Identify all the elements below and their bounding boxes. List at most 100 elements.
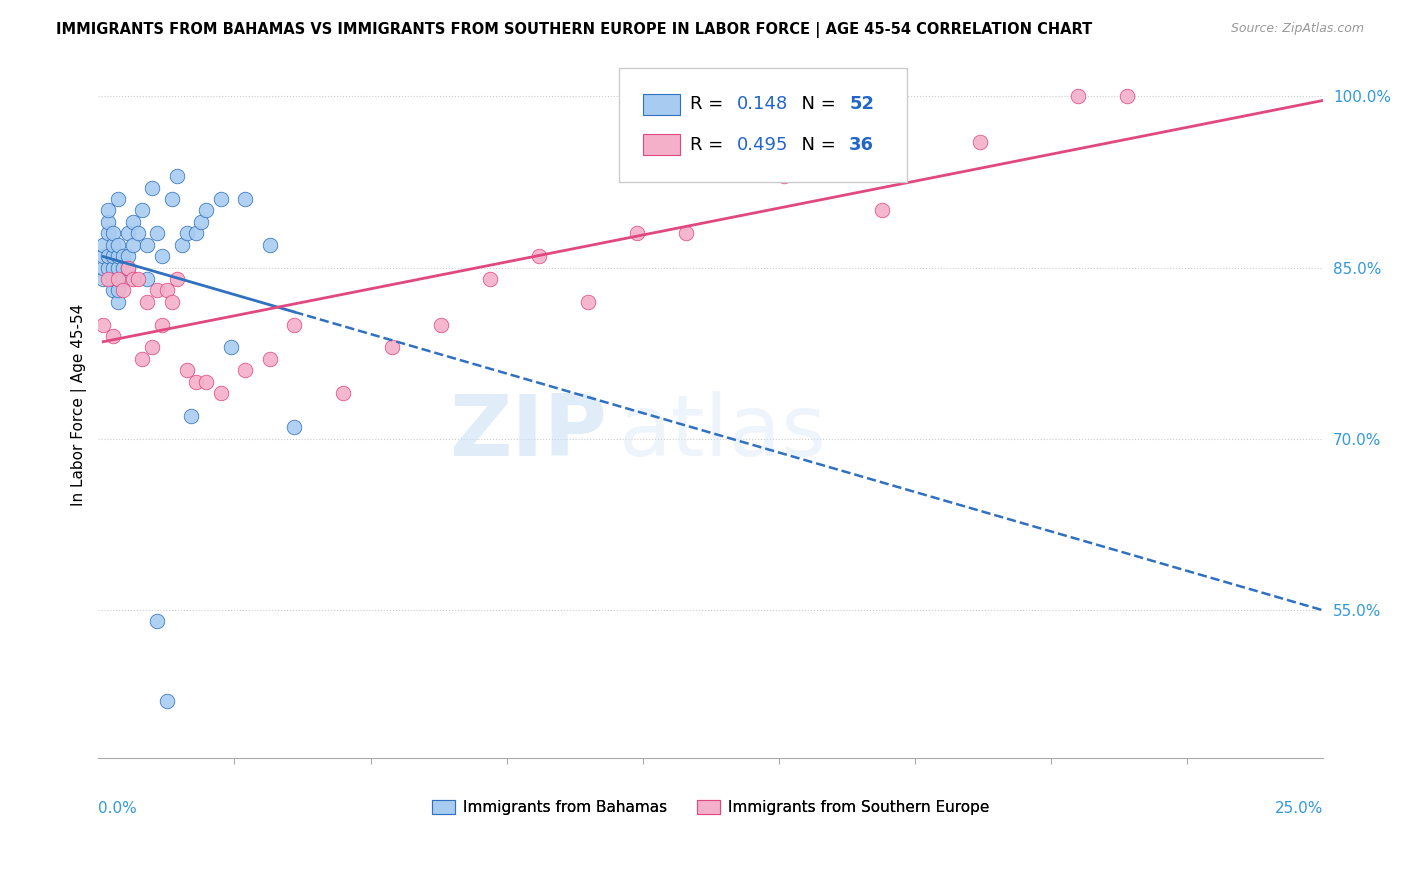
Point <box>121 215 143 229</box>
Point <box>111 272 134 286</box>
Point <box>773 169 796 184</box>
Text: 52: 52 <box>849 95 875 113</box>
Point <box>141 180 163 194</box>
Point <box>101 272 124 286</box>
Point <box>117 249 139 263</box>
Text: 36: 36 <box>849 136 875 153</box>
Text: 25.0%: 25.0% <box>1275 801 1323 816</box>
Point <box>146 615 169 629</box>
Point <box>136 237 159 252</box>
Point <box>141 341 163 355</box>
Point <box>233 363 256 377</box>
Text: 0.0%: 0.0% <box>98 801 138 816</box>
Point <box>101 260 124 275</box>
Point <box>156 284 179 298</box>
Point <box>150 318 173 332</box>
Point <box>97 215 120 229</box>
Point <box>107 284 129 298</box>
Point <box>176 363 198 377</box>
Point <box>576 294 599 309</box>
Point <box>91 260 114 275</box>
Point <box>1067 89 1090 103</box>
Point <box>91 237 114 252</box>
Point <box>127 272 149 286</box>
Text: R =: R = <box>690 95 728 113</box>
Point <box>121 272 143 286</box>
Point <box>529 249 551 263</box>
Point <box>91 249 114 263</box>
Point <box>626 227 648 241</box>
Point <box>101 227 124 241</box>
Point <box>117 227 139 241</box>
Point <box>675 227 697 241</box>
Y-axis label: In Labor Force | Age 45-54: In Labor Force | Age 45-54 <box>72 303 87 506</box>
Text: atlas: atlas <box>619 392 827 475</box>
Text: 0.148: 0.148 <box>737 95 787 113</box>
Point <box>111 249 134 263</box>
Point <box>111 284 134 298</box>
Point <box>190 215 212 229</box>
Point <box>107 260 129 275</box>
Point <box>430 318 453 332</box>
Point <box>233 192 256 206</box>
Point <box>160 192 183 206</box>
Point <box>107 272 129 286</box>
Point <box>146 227 169 241</box>
Point <box>91 318 114 332</box>
Point <box>146 284 169 298</box>
Point <box>131 351 153 366</box>
Text: R =: R = <box>690 136 728 153</box>
Point <box>107 237 129 252</box>
Point <box>121 237 143 252</box>
Point <box>1116 89 1139 103</box>
Point <box>186 227 208 241</box>
Point <box>219 341 242 355</box>
Point <box>97 272 120 286</box>
Text: N =: N = <box>790 136 842 153</box>
Point <box>107 192 129 206</box>
Point <box>150 249 173 263</box>
Point <box>872 203 894 218</box>
Legend: Immigrants from Bahamas, Immigrants from Southern Europe: Immigrants from Bahamas, Immigrants from… <box>426 794 995 822</box>
Point <box>111 260 134 275</box>
Point <box>479 272 502 286</box>
Point <box>209 386 232 401</box>
Point <box>166 272 188 286</box>
Point <box>101 284 124 298</box>
Point <box>166 169 188 184</box>
Point <box>101 329 124 343</box>
Point <box>91 272 114 286</box>
Point <box>160 294 183 309</box>
Point <box>97 203 120 218</box>
Point <box>176 227 198 241</box>
Point <box>117 260 139 275</box>
Point <box>101 249 124 263</box>
Point <box>381 341 404 355</box>
Point <box>209 192 232 206</box>
Text: IMMIGRANTS FROM BAHAMAS VS IMMIGRANTS FROM SOUTHERN EUROPE IN LABOR FORCE | AGE : IMMIGRANTS FROM BAHAMAS VS IMMIGRANTS FR… <box>56 22 1092 38</box>
Point <box>107 249 129 263</box>
Text: Source: ZipAtlas.com: Source: ZipAtlas.com <box>1230 22 1364 36</box>
Point <box>180 409 202 423</box>
FancyBboxPatch shape <box>644 94 681 115</box>
Point <box>117 260 139 275</box>
Point <box>127 227 149 241</box>
Point <box>283 420 305 434</box>
Point <box>195 375 218 389</box>
Text: ZIP: ZIP <box>449 392 607 475</box>
Point <box>136 272 159 286</box>
Point <box>259 237 281 252</box>
Point <box>332 386 354 401</box>
Point <box>195 203 218 218</box>
FancyBboxPatch shape <box>619 69 907 182</box>
Point <box>101 237 124 252</box>
Point <box>259 351 281 366</box>
Point <box>170 237 193 252</box>
Point <box>136 294 159 309</box>
Point <box>969 135 991 149</box>
Point <box>97 227 120 241</box>
Point <box>131 203 153 218</box>
Text: 0.495: 0.495 <box>737 136 787 153</box>
Point <box>97 249 120 263</box>
Text: N =: N = <box>790 95 842 113</box>
